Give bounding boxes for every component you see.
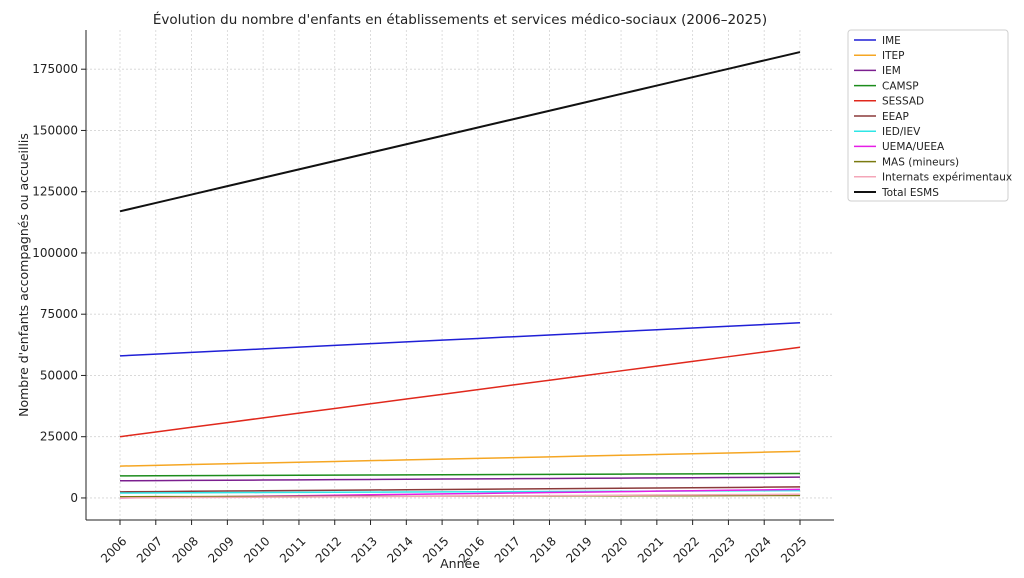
x-tick-label: 2006 [98, 534, 129, 565]
y-axis-title: Nombre d'enfants accompagnés ou accueill… [16, 133, 31, 417]
x-tick-label: 2013 [349, 534, 380, 565]
x-tick-label: 2021 [635, 534, 666, 565]
x-tick-label: 2014 [384, 534, 415, 565]
y-tick-label: 150000 [32, 123, 78, 137]
x-tick-label: 2012 [313, 534, 344, 565]
series-line-eeap [119, 486, 801, 493]
legend-label: CAMSP [882, 80, 919, 92]
x-tick-label: 2010 [241, 534, 272, 565]
y-tick-label: 50000 [40, 368, 78, 382]
series-line-iem [119, 476, 801, 482]
y-tick-label: 100000 [32, 246, 78, 260]
series-line-camsp [119, 472, 801, 477]
legend-box [847, 29, 1009, 202]
legend-label: MAS (mineurs) [882, 156, 959, 168]
legend-label: IME [882, 35, 901, 47]
series-line-ime [119, 322, 801, 357]
y-tick-label: 0 [70, 491, 78, 505]
y-tick-label: 75000 [40, 307, 78, 321]
legend-label: IED/IEV [882, 126, 921, 138]
legend-label: Internats expérimentaux [882, 172, 1012, 184]
legend: IME ITEP IEM CAMSP SESSAD EEAP IED/IEV UEMA/UEE… [847, 29, 1012, 202]
x-tick-label: 2017 [492, 534, 523, 565]
legend-label: SESSAD [882, 96, 924, 108]
x-tick-label: 2022 [671, 534, 702, 565]
x-tick-label: 2025 [778, 534, 809, 565]
x-tick-label: 2020 [599, 534, 630, 565]
x-tick-label: 2023 [706, 534, 737, 565]
x-tick-label: 2007 [134, 534, 165, 565]
x-tick-label: 2024 [742, 534, 773, 565]
y-tick-label: 25000 [40, 430, 78, 444]
x-tick-label: 2008 [170, 534, 201, 565]
legend-label: IEM [882, 65, 901, 77]
legend-label: EEAP [882, 111, 909, 123]
series-line-total-esms [119, 51, 801, 213]
x-tick-label: 2011 [277, 534, 308, 565]
legend-label: Total ESMS [881, 187, 939, 199]
x-tick-label: 2009 [205, 534, 236, 565]
axes-layer [85, 30, 834, 521]
series-layer [119, 51, 801, 499]
series-line-itep [119, 450, 801, 467]
series-line-internats-exp-rimentaux [119, 493, 801, 499]
chart-title: Évolution du nombre d'enfants en établis… [153, 11, 767, 28]
y-tick-label: 175000 [32, 62, 78, 76]
y-tick-label: 125000 [32, 185, 78, 199]
series-line-sessad [119, 346, 801, 438]
legend-label: UEMA/UEEA [882, 141, 945, 153]
x-axis-title: Année [440, 556, 480, 571]
legend-label: ITEP [882, 50, 904, 62]
x-tick-label: 2019 [563, 534, 594, 565]
grid-layer [86, 30, 834, 520]
x-tick-label: 2018 [528, 534, 559, 565]
